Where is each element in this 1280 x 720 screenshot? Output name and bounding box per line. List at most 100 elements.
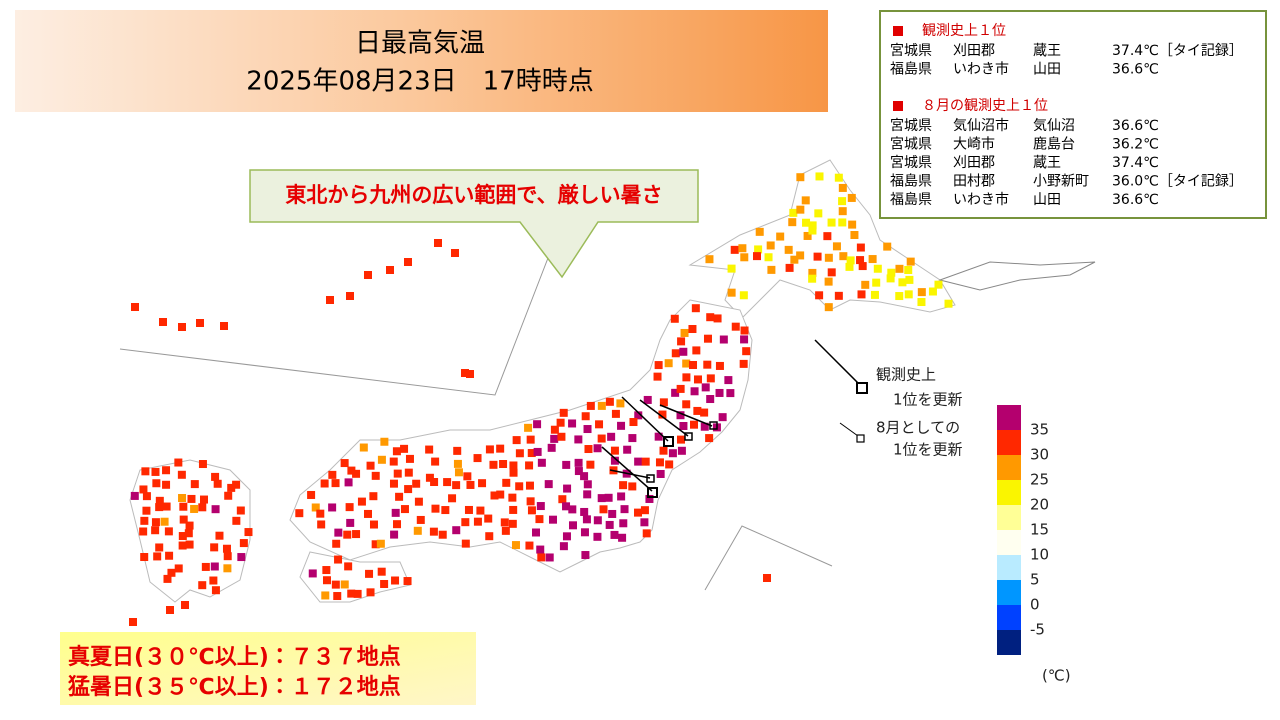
station-marker <box>377 567 386 576</box>
station-marker <box>586 460 595 469</box>
station-marker <box>754 245 763 254</box>
station-marker <box>317 520 326 529</box>
station-marker <box>703 360 712 369</box>
scale-band <box>997 630 1021 655</box>
marker-legend-label: 1位を更新 <box>893 441 963 459</box>
station-marker <box>239 539 248 548</box>
station-marker <box>619 519 628 528</box>
summary-line: 猛暑日(３５℃以上)：１７２地点 <box>67 674 401 700</box>
station-marker <box>412 479 421 488</box>
station-marker <box>599 505 608 514</box>
station-marker <box>568 505 577 514</box>
station-marker <box>634 508 643 517</box>
station-marker <box>369 492 378 501</box>
station-marker <box>508 493 517 502</box>
scale-band <box>997 480 1021 505</box>
station-marker <box>620 505 629 514</box>
station-marker <box>400 505 409 514</box>
record-cell: いわき市 <box>953 192 1009 208</box>
station-marker <box>164 527 173 536</box>
station-marker <box>333 592 342 601</box>
station-marker <box>142 506 151 515</box>
station-marker <box>346 518 355 527</box>
station-marker <box>701 383 710 392</box>
station-marker <box>211 586 220 595</box>
station-marker <box>595 420 604 429</box>
station-marker <box>898 278 907 287</box>
station-marker <box>557 432 566 441</box>
station-marker <box>617 492 626 501</box>
station-marker <box>198 581 207 590</box>
station-marker <box>167 568 176 577</box>
station-marker <box>693 375 702 384</box>
station-marker <box>340 459 349 468</box>
record-cell: 鹿島台 <box>1033 137 1075 153</box>
scale-tick-label: 25 <box>1030 471 1049 489</box>
station-marker <box>857 290 866 299</box>
station-marker <box>671 388 680 397</box>
station-marker <box>232 516 241 525</box>
station-marker <box>211 472 220 481</box>
station-marker <box>604 493 613 502</box>
station-marker <box>359 443 368 452</box>
station-marker <box>848 220 857 229</box>
station-marker <box>441 506 450 515</box>
station-marker <box>178 323 186 331</box>
summary-line: 真夏日(３０℃以上)：７３７地点 <box>68 644 401 670</box>
station-marker <box>512 436 521 445</box>
station-marker <box>141 467 150 476</box>
station-marker <box>944 299 953 308</box>
station-marker <box>824 253 833 262</box>
station-marker <box>895 292 904 301</box>
station-marker <box>656 469 665 478</box>
station-marker <box>858 262 867 271</box>
station-marker <box>856 256 865 265</box>
station-marker <box>861 280 870 289</box>
station-marker <box>295 509 304 518</box>
station-marker <box>536 545 545 554</box>
summary-box <box>60 632 476 705</box>
scale-band <box>997 455 1021 480</box>
station-marker <box>526 435 535 444</box>
station-marker <box>155 496 164 505</box>
station-marker <box>185 540 194 549</box>
callout-box <box>249 169 699 279</box>
station-marker <box>511 541 520 550</box>
station-marker <box>139 485 148 494</box>
station-marker <box>718 413 727 422</box>
station-marker <box>689 360 698 369</box>
title: 日最高気温 <box>355 29 485 59</box>
station-marker <box>178 532 187 541</box>
station-marker <box>679 347 688 356</box>
station-marker <box>393 469 402 478</box>
station-marker <box>151 526 160 535</box>
station-marker <box>326 296 334 304</box>
station-marker <box>659 398 668 407</box>
station-marker <box>352 530 361 539</box>
station-marker <box>331 479 340 488</box>
station-marker <box>155 543 164 552</box>
station-marker <box>691 304 700 313</box>
scale-band <box>997 405 1021 430</box>
station-marker <box>643 395 652 404</box>
marker-legend-label: 観測史上 <box>876 366 936 384</box>
station-marker <box>785 263 794 272</box>
record-cell: 福島県 <box>890 192 932 208</box>
station-marker <box>307 490 316 499</box>
station-marker <box>524 423 533 432</box>
station-marker <box>181 601 189 609</box>
station-marker <box>680 328 689 337</box>
station-marker <box>220 322 228 330</box>
record-cell: 田村郡 <box>953 174 995 190</box>
station-marker <box>928 287 937 296</box>
station-marker <box>934 280 943 289</box>
station-marker <box>198 460 207 469</box>
station-marker <box>139 527 148 536</box>
station-marker <box>574 467 583 476</box>
station-marker <box>905 275 914 284</box>
station-marker <box>190 480 199 489</box>
station-marker <box>583 425 592 434</box>
station-marker <box>347 466 356 475</box>
station-marker <box>611 409 620 418</box>
station-marker <box>485 532 494 541</box>
